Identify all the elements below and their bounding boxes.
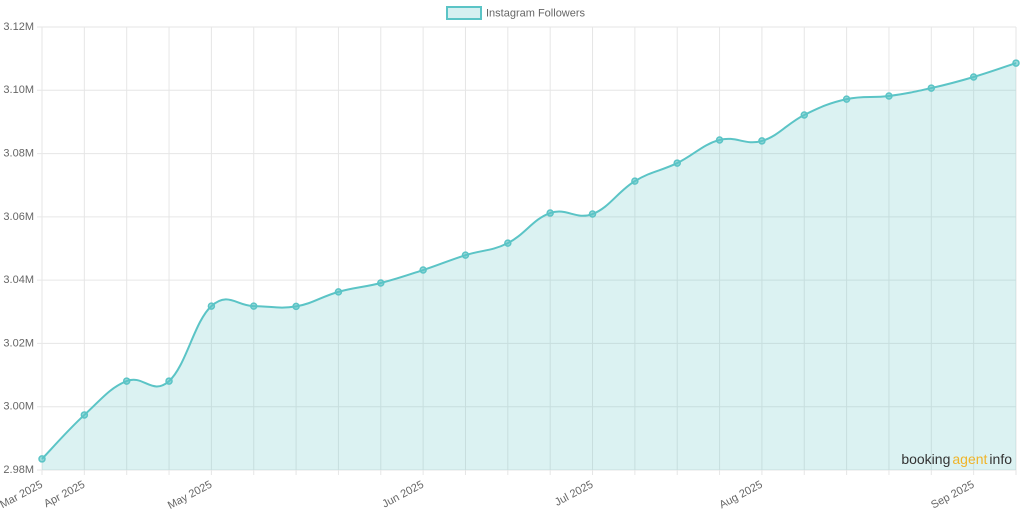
y-tick-label: 3.00M (3, 401, 34, 413)
y-tick-label: 3.06M (3, 211, 34, 223)
point (80, 411, 89, 419)
y-tick-label: 3.10M (3, 84, 34, 96)
legend-label: Instagram Followers (486, 7, 586, 19)
y-tick-label: 2.98M (3, 464, 34, 476)
point (631, 177, 639, 185)
watermark-part: booking (901, 451, 950, 467)
point (588, 210, 597, 218)
point (758, 137, 766, 145)
point (885, 92, 893, 100)
legend-swatch (446, 6, 482, 20)
x-tick-label: Jul 2025 (553, 479, 595, 509)
watermark: booking agent info (901, 451, 1012, 467)
x-tick-label: Aug 2025 (717, 479, 764, 512)
point (800, 111, 809, 119)
y-tick-label: 3.08M (3, 147, 34, 159)
y-tick-label: 3.04M (3, 274, 34, 286)
point (715, 136, 724, 144)
point (504, 239, 512, 247)
point (165, 377, 173, 385)
point (1012, 59, 1020, 67)
point (122, 377, 131, 385)
point (292, 302, 300, 311)
point (927, 84, 936, 92)
point (673, 159, 681, 167)
watermark-part: info (989, 451, 1012, 467)
point (842, 95, 851, 103)
x-tick-label: May 2025 (166, 479, 214, 512)
y-tick-label: 3.02M (3, 337, 34, 349)
y-tick-label: 3.12M (3, 21, 34, 33)
x-tick-label: Jun 2025 (380, 479, 426, 511)
area (42, 63, 1016, 471)
point (38, 455, 46, 463)
point (546, 209, 554, 217)
x-tick-label: Sep 2025 (929, 479, 976, 512)
point (969, 73, 978, 81)
x-tick-label: Mar 2025 (0, 479, 45, 511)
point (334, 288, 343, 296)
point (207, 302, 216, 310)
watermark-part: agent (952, 451, 987, 467)
point (461, 251, 470, 259)
point (419, 266, 427, 274)
point (377, 279, 385, 287)
point (249, 302, 258, 310)
x-tick-label: Apr 2025 (42, 479, 87, 511)
